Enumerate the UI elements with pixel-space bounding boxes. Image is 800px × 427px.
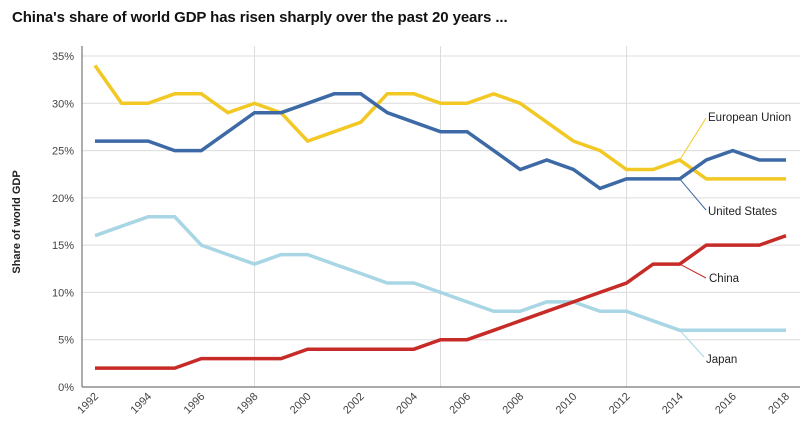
series-lines bbox=[93, 64, 787, 370]
x-tick-label: 2008 bbox=[501, 391, 527, 417]
series-annotations: European Union United States China Japan bbox=[679, 112, 791, 366]
x-tick-label: 2018 bbox=[766, 391, 792, 417]
series-line-japan bbox=[94, 215, 786, 333]
chart-title: China's share of world GDP has risen sha… bbox=[12, 9, 508, 26]
x-tick-label: 2012 bbox=[607, 391, 633, 417]
y-tick-label: 20% bbox=[52, 193, 74, 205]
x-tick-label: 2000 bbox=[288, 391, 314, 417]
gridlines bbox=[82, 46, 800, 387]
series-line-european-union bbox=[93, 64, 786, 181]
series-line-china bbox=[95, 234, 787, 370]
series-line-united-states bbox=[95, 92, 786, 191]
annotation-european-union: European Union bbox=[708, 112, 791, 124]
y-tick-label: 15% bbox=[52, 240, 74, 252]
y-tick-label: 10% bbox=[52, 287, 74, 299]
y-tick-label: 0% bbox=[58, 382, 74, 394]
x-tick-label: 1998 bbox=[235, 391, 261, 417]
x-tick-label: 2004 bbox=[394, 391, 420, 417]
x-tick-label: 2010 bbox=[554, 391, 580, 417]
leader-line-japan bbox=[679, 329, 705, 358]
leader-line-china bbox=[679, 263, 707, 279]
y-axis-label: Share of world GDP bbox=[11, 170, 23, 273]
x-tick-label: 1994 bbox=[128, 391, 154, 417]
x-tick-label: 2002 bbox=[341, 391, 367, 417]
x-tick-labels: 1992 1994 1996 1998 2000 2002 2004 2006 2008 2010… bbox=[75, 391, 792, 417]
annotation-japan: Japan bbox=[706, 354, 737, 366]
y-tick-label: 30% bbox=[52, 98, 74, 110]
leader-line-european-union bbox=[679, 117, 707, 161]
y-tick-label: 25% bbox=[52, 146, 74, 158]
annotation-united-states: United States bbox=[708, 206, 777, 218]
x-tick-label: 1996 bbox=[182, 391, 208, 417]
axes bbox=[81, 46, 800, 388]
y-tick-label: 5% bbox=[58, 335, 74, 347]
leader-line-united-states bbox=[679, 178, 707, 211]
annotation-china: China bbox=[709, 273, 740, 285]
y-tick-labels: 0% 5% 10% 15% 20% 25% 30% 35% bbox=[52, 51, 74, 394]
x-tick-label: 1992 bbox=[75, 391, 101, 417]
y-tick-label: 35% bbox=[52, 51, 74, 63]
x-tick-label: 2006 bbox=[447, 391, 473, 417]
x-tick-label: 2014 bbox=[660, 391, 686, 417]
x-tick-label: 2016 bbox=[713, 391, 739, 417]
